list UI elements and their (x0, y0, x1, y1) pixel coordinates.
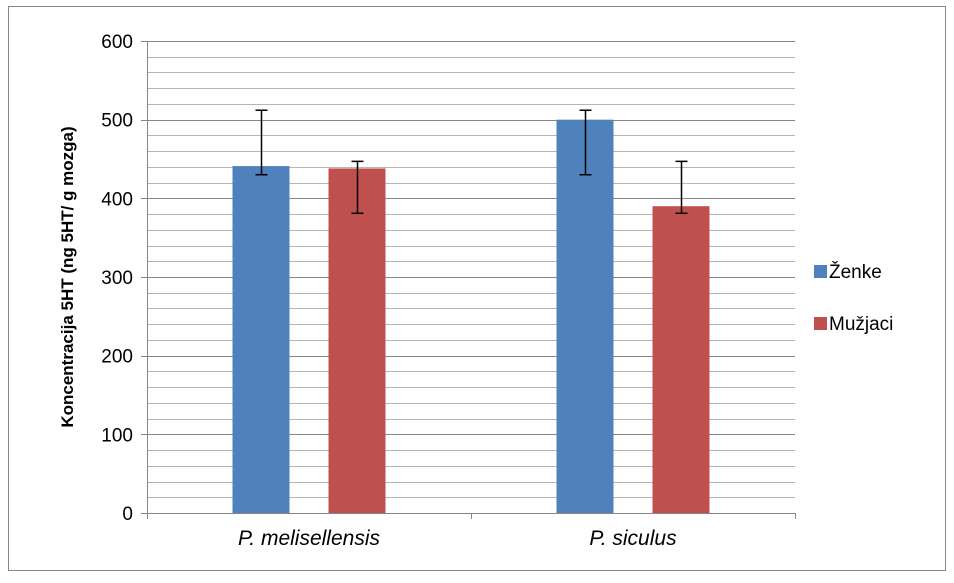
x-tick-labels: P. melisellensis P. siculus (238, 527, 677, 550)
legend-swatch (814, 317, 827, 330)
y-tick-label: 600 (101, 32, 133, 53)
legend: Ženke Mužjaci (814, 261, 893, 335)
y-axis-label: Koncentracija 5HT (ng 5HT/ g mozga) (58, 126, 77, 427)
legend-entry: Ženke (829, 261, 882, 283)
x-tick-label: P. melisellensis (238, 527, 381, 550)
y-tick-label: 300 (101, 268, 133, 289)
bar (232, 166, 290, 513)
x-tick-label: P. siculus (589, 527, 677, 550)
chart-border (8, 6, 946, 571)
y-tick-labels: 0 100 200 300 400 500 600 (101, 32, 133, 525)
bar (328, 168, 386, 513)
y-tick-label: 0 (122, 504, 133, 525)
legend-entry: Mužjaci (829, 314, 893, 335)
y-tick-label: 200 (101, 347, 133, 368)
y-tick-label: 500 (101, 111, 133, 132)
axes (141, 41, 796, 519)
bar (556, 119, 614, 514)
bar (652, 206, 710, 513)
y-tick-label: 400 (101, 189, 133, 210)
bars (232, 119, 710, 514)
error-bars (255, 109, 688, 215)
y-tick-label: 100 (101, 425, 133, 446)
legend-swatch (814, 265, 827, 278)
